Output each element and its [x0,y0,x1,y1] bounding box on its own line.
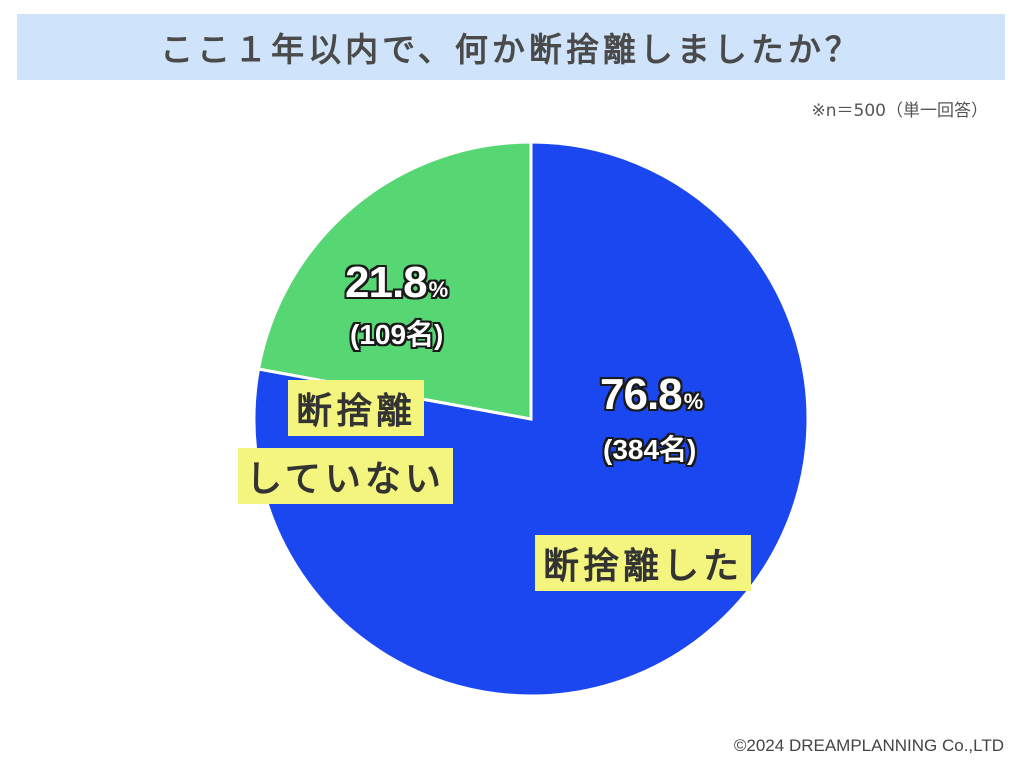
slice-not-label-line2: していない [238,448,453,504]
slice-not-percent-unit: % [428,277,449,302]
title-banner: ここ１年以内で、何か断捨離しましたか？ [17,14,1005,80]
slice-did-label: 断捨離した [535,535,752,591]
slice-did-percent-value: 76.8 [600,370,683,419]
slice-not-percent-value: 21.8 [345,258,428,307]
pie-slice-1 [256,140,533,421]
slice-not-percent: 21.8% [345,258,448,308]
slice-not-count: (109名) [350,319,444,350]
slice-did-count: (384名) [603,434,697,465]
chart-title: ここ１年以内で、何か断捨離しましたか？ [160,30,862,69]
sample-note: ※n＝500（単一回答） [811,101,988,121]
slice-did-percent: 76.8% [600,370,703,420]
copyright: ©2024 DREAMPLANNING Co.,LTD [733,736,1004,755]
slice-not-label-line1: 断捨離 [288,380,425,436]
slice-did-percent-unit: % [683,389,704,414]
